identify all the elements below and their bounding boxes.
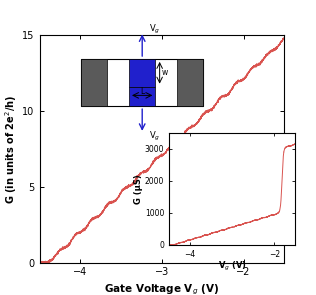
Bar: [81, 59, 107, 106]
Bar: [129, 59, 155, 86]
Text: w: w: [161, 68, 168, 77]
Text: S: S: [71, 78, 77, 87]
Text: V$_g$: V$_g$: [149, 23, 161, 36]
Bar: [129, 86, 155, 106]
Y-axis label: G (in units of 2e$^2$/h): G (in units of 2e$^2$/h): [4, 94, 20, 204]
Y-axis label: G (μS): G (μS): [134, 174, 143, 204]
Text: D: D: [207, 78, 214, 87]
Bar: [177, 59, 203, 106]
X-axis label: Gate Voltage V$_g$ (V): Gate Voltage V$_g$ (V): [104, 283, 220, 295]
Bar: [81, 59, 203, 106]
Text: L: L: [140, 87, 144, 96]
Text: V$_g$: V$_g$: [149, 130, 161, 143]
X-axis label: V$_g$ (V): V$_g$ (V): [218, 260, 247, 273]
